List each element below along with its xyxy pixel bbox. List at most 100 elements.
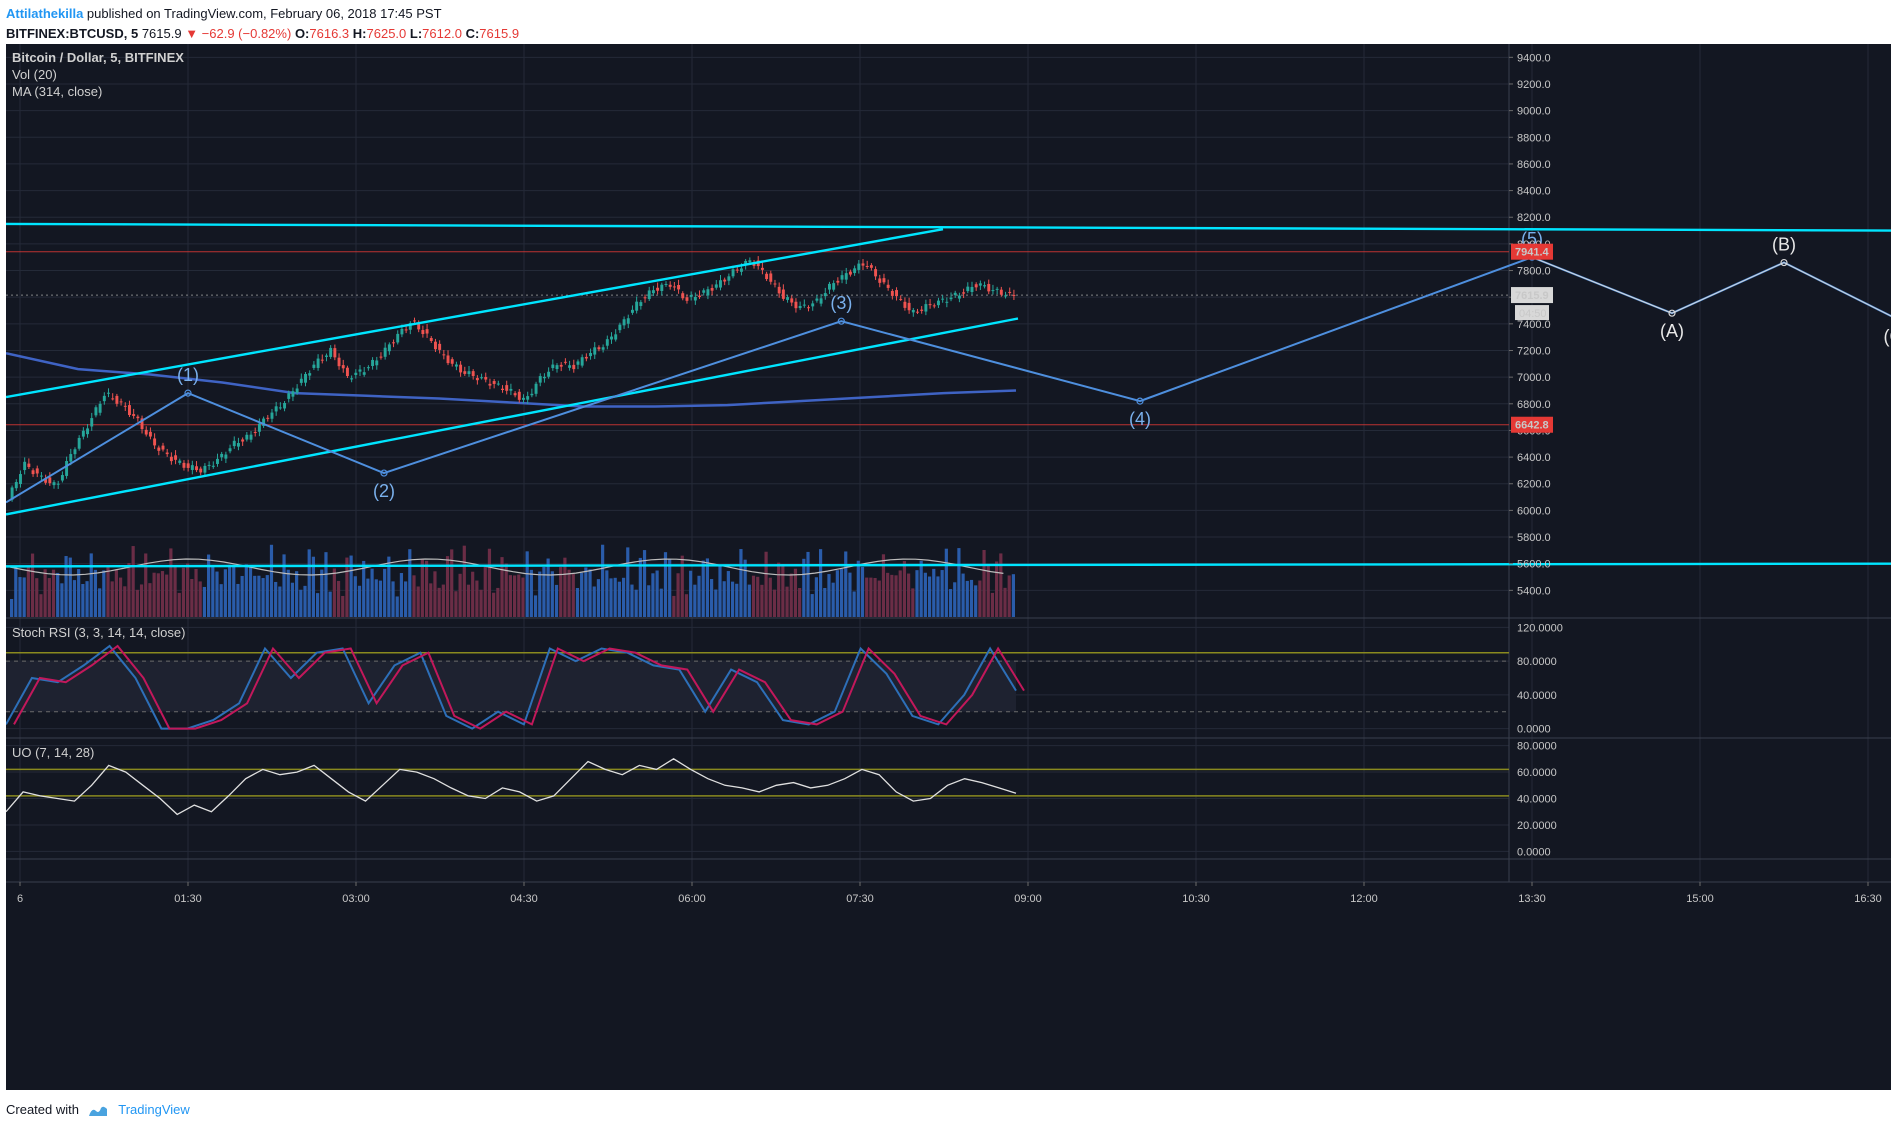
volume-bar bbox=[110, 581, 114, 617]
volume-bar bbox=[990, 592, 995, 617]
price-badge bbox=[1511, 416, 1553, 433]
candle-body bbox=[861, 263, 865, 266]
volume-bar bbox=[948, 589, 953, 617]
volume-bar bbox=[198, 581, 202, 617]
volume-bar bbox=[810, 594, 814, 617]
candle-body bbox=[693, 296, 697, 301]
volume-bar bbox=[282, 554, 286, 617]
candle-body bbox=[555, 365, 559, 370]
volume-bar bbox=[647, 585, 651, 617]
volume-bar bbox=[56, 572, 60, 617]
chart-area[interactable]: (1)(2)(3)(4)(5)(A)(B)(C)Bitcoin / Dollar… bbox=[6, 44, 1891, 1090]
candle-body bbox=[622, 319, 626, 326]
volume-bar bbox=[416, 586, 420, 617]
volume-bar bbox=[202, 586, 207, 617]
volume-bar bbox=[177, 592, 181, 617]
candle-body bbox=[626, 318, 630, 324]
wave-label: (4) bbox=[1129, 409, 1151, 429]
countdown-label: 04:50 bbox=[1519, 308, 1547, 320]
volume-bar bbox=[676, 573, 680, 617]
time-axis-label: 03:00 bbox=[342, 893, 370, 905]
candle-body bbox=[207, 464, 211, 466]
candle-body bbox=[475, 377, 479, 381]
author-link[interactable]: Attilathekilla bbox=[6, 6, 84, 21]
volume-bar bbox=[357, 585, 362, 617]
candle-body bbox=[706, 289, 710, 296]
candle-body bbox=[924, 304, 928, 312]
volume-bar bbox=[374, 579, 378, 617]
wave-point-marker bbox=[837, 317, 845, 325]
candle-body bbox=[73, 449, 77, 455]
candle-body bbox=[920, 309, 924, 311]
wave-point-marker bbox=[1780, 258, 1788, 267]
candle-body bbox=[957, 295, 961, 299]
candle-body bbox=[329, 347, 333, 357]
candle-body bbox=[433, 341, 437, 350]
volume-bar bbox=[651, 573, 655, 617]
volume-bar bbox=[508, 575, 512, 617]
wave-label: (3) bbox=[830, 293, 852, 313]
candle-body bbox=[907, 302, 911, 311]
volume-bar bbox=[408, 549, 412, 617]
volume-bar bbox=[588, 569, 592, 617]
volume-bar bbox=[286, 569, 290, 617]
volume-bar bbox=[689, 570, 693, 617]
volume-bar bbox=[747, 584, 751, 617]
candle-body bbox=[115, 395, 119, 404]
volume-bar bbox=[806, 551, 810, 617]
candle-body bbox=[245, 434, 249, 440]
candle-body bbox=[513, 393, 517, 396]
volume-bar bbox=[232, 566, 236, 617]
volume-bar bbox=[152, 572, 156, 617]
resistance-trendline bbox=[6, 222, 1891, 232]
candle-body bbox=[568, 365, 572, 368]
volume-bar bbox=[26, 565, 30, 617]
volume-bar bbox=[521, 577, 525, 617]
candle-body bbox=[107, 392, 110, 394]
volume-bar bbox=[118, 577, 123, 617]
rsi-axis-label: 0.0000 bbox=[1517, 724, 1551, 736]
candle-body bbox=[446, 355, 450, 364]
created-with-label: Created with bbox=[6, 1102, 79, 1117]
volume-bar bbox=[672, 595, 676, 617]
price-axis-label: 7800.0 bbox=[1517, 266, 1551, 278]
tradingview-brand-link[interactable]: TradingView bbox=[118, 1102, 190, 1117]
candle-body bbox=[882, 278, 886, 283]
volume-bar bbox=[886, 572, 890, 617]
volume-bar bbox=[814, 577, 818, 617]
elliott-wave-path bbox=[6, 256, 1891, 504]
chart-canvas[interactable]: (1)(2)(3)(4)(5)(A)(B)(C)Bitcoin / Dollar… bbox=[6, 44, 1891, 1090]
volume-bar bbox=[362, 560, 366, 617]
rsi-axis-label: 120.0000 bbox=[1517, 622, 1563, 634]
stoch-rsi-legend: Stoch RSI (3, 3, 14, 14, close) bbox=[12, 625, 185, 640]
candle-body bbox=[601, 347, 605, 350]
candle-body bbox=[262, 418, 266, 426]
wave-label: (1) bbox=[177, 365, 199, 385]
candle-body bbox=[660, 284, 664, 291]
volume-bar bbox=[190, 578, 194, 617]
volume-bar bbox=[207, 554, 211, 617]
price-axis-label: 6400.0 bbox=[1517, 452, 1551, 464]
candle-body bbox=[999, 289, 1003, 295]
volume-bar bbox=[785, 586, 789, 617]
candle-body bbox=[111, 398, 115, 400]
volume-bar bbox=[932, 568, 936, 617]
candle-body bbox=[199, 468, 203, 473]
candle-body bbox=[714, 284, 718, 288]
candle-body bbox=[1008, 291, 1012, 293]
last-price: 7615.9 bbox=[141, 26, 182, 41]
wave-label: (C) bbox=[1884, 327, 1892, 347]
candle-body bbox=[823, 293, 827, 297]
volume-bars bbox=[10, 544, 1015, 617]
volume-bar bbox=[911, 588, 915, 617]
candle-body bbox=[769, 273, 773, 282]
candle-body bbox=[253, 432, 257, 434]
price-axis-label: 6000.0 bbox=[1517, 505, 1551, 517]
volume-bar bbox=[404, 581, 408, 617]
candle-body bbox=[773, 283, 777, 285]
volume-bar bbox=[802, 558, 806, 617]
candle-body bbox=[153, 438, 157, 446]
price-axis-label: 7400.0 bbox=[1517, 319, 1551, 331]
candle-body bbox=[94, 407, 98, 416]
volume-bar bbox=[919, 560, 923, 617]
